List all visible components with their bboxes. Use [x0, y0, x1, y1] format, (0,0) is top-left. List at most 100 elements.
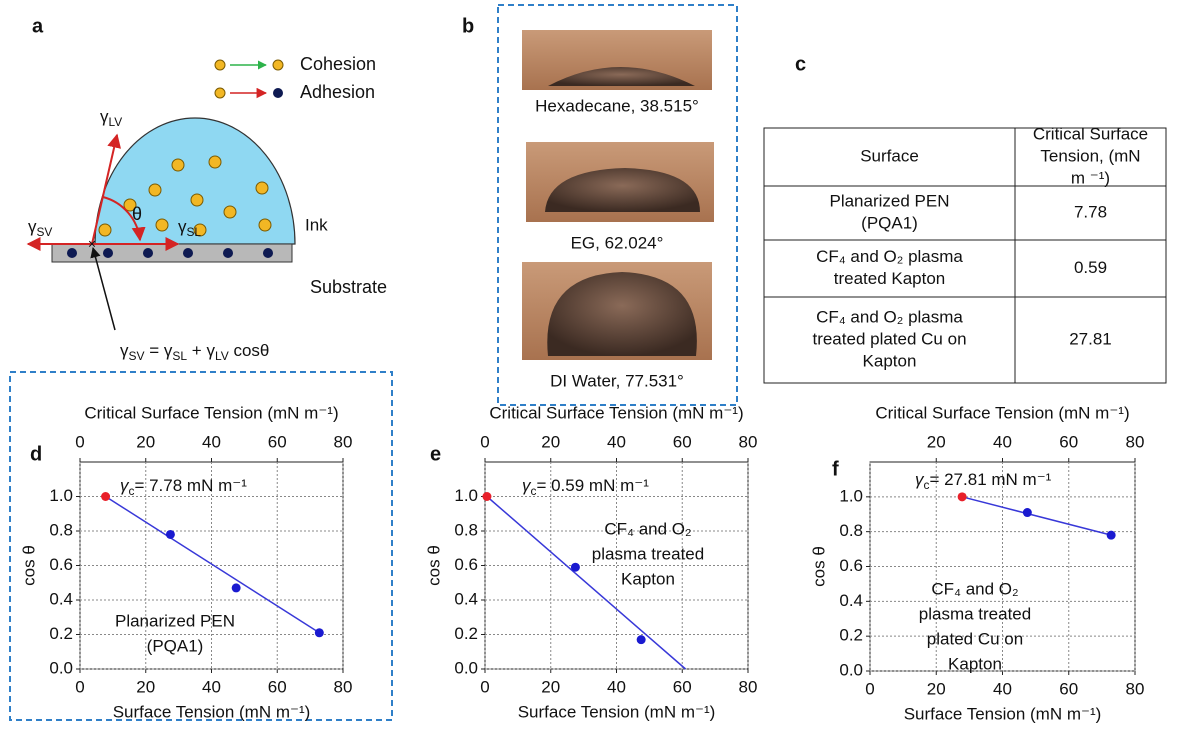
annotation-note: plasma treated [592, 544, 704, 563]
data-point [314, 628, 324, 638]
y-tick-label: 0.0 [49, 658, 73, 677]
y-tick-label: 0.2 [454, 624, 478, 643]
x-tick-label: 20 [541, 677, 560, 696]
x-tick-label: 40 [993, 679, 1012, 698]
y-axis-label: cos θ [424, 545, 443, 586]
x-tick-label: 40 [202, 677, 221, 696]
x2-axis-label: Critical Surface Tension (mN m⁻¹) [875, 403, 1129, 422]
table-cell: CF₄ and O₂ plasma [816, 247, 963, 266]
equation-part: = γ [145, 341, 173, 360]
panel-letter: d [30, 443, 42, 465]
x2-tick-label: 80 [1126, 432, 1145, 451]
x2-tick-label: 60 [1059, 432, 1078, 451]
data-point [231, 583, 241, 593]
y-tick-label: 0.8 [454, 520, 478, 539]
table-cell: 7.78 [1074, 202, 1107, 221]
x-axis-label: Surface Tension (mN m⁻¹) [113, 702, 311, 721]
panel-letter: e [430, 443, 441, 465]
x2-tick-label: 40 [202, 432, 221, 451]
fit-line [486, 495, 687, 670]
annotation-note: Kapton [621, 569, 675, 588]
table-cell: Tension, (mN [1040, 146, 1140, 165]
subscript: c [924, 478, 930, 492]
substrate-label: Substrate [310, 277, 387, 297]
annotation-text: = 27.81 mN m⁻¹ [929, 471, 1051, 490]
x2-tick-label: 40 [993, 432, 1012, 451]
table-cell: treated plated Cu on [812, 329, 966, 348]
subscript: SV [37, 225, 53, 239]
data-point [482, 492, 492, 501]
x-tick-label: 80 [334, 677, 353, 696]
table-frame [763, 127, 1167, 384]
x-tick-label: 20 [927, 679, 946, 698]
annotation-note: plasma treated [919, 604, 1031, 623]
x2-tick-label: 20 [927, 432, 946, 451]
x-tick-label: 60 [673, 677, 692, 696]
x2-tick-label: 0 [75, 432, 84, 451]
y-tick-label: 1.0 [839, 486, 863, 505]
symbol: γ [178, 217, 187, 236]
subscript: SL [187, 225, 202, 239]
y-tick-label: 0.4 [839, 591, 863, 610]
equation: γSV = γSL + γLV cosθ [120, 341, 269, 363]
subscript: c [129, 484, 135, 498]
theta-label: θ [132, 204, 142, 224]
y-tick-label: 0.2 [839, 626, 863, 645]
x2-tick-label: 80 [334, 432, 353, 451]
data-point [636, 635, 646, 645]
ink-label: Ink [305, 215, 328, 234]
subscript: SV [129, 349, 145, 363]
annotation-text: = 0.59 mN m⁻¹ [536, 477, 649, 496]
y-tick-label: 1.0 [49, 486, 73, 505]
symbol-label: γc= 27.81 mN m⁻¹ [915, 470, 1052, 492]
photo-caption: EG, 62.024° [571, 233, 664, 252]
x-tick-label: 0 [865, 679, 874, 698]
y-tick-label: 0.6 [454, 555, 478, 574]
annotation-note: plated Cu on [927, 629, 1023, 648]
panel-letter: f [832, 458, 839, 480]
x2-tick-label: 20 [541, 432, 560, 451]
y-axis-label: cos θ [809, 546, 828, 587]
y-tick-label: 0.6 [49, 555, 73, 574]
x-tick-label: 80 [739, 677, 758, 696]
data-point [1022, 508, 1032, 518]
data-point [165, 529, 175, 539]
droplet-photos [522, 30, 714, 360]
panel-letter: a [32, 15, 44, 37]
symbol-label: γSL [178, 217, 201, 239]
y-axis-label: cos θ [19, 545, 38, 586]
annotation-note: CF₄ and O₂ [604, 519, 691, 538]
symbol: γ [28, 217, 37, 236]
y-tick-label: 0.4 [454, 589, 478, 608]
legend-label: Cohesion [300, 54, 376, 74]
table-cell: Critical Surface [1033, 124, 1148, 143]
fit-line [105, 495, 320, 634]
annotation-note: CF₄ and O₂ [931, 579, 1018, 598]
annotation-note: Kapton [948, 654, 1002, 673]
y-tick-label: 0.8 [49, 520, 73, 539]
x-tick-label: 40 [607, 677, 626, 696]
data-point [1106, 530, 1116, 540]
annotation-text: = 7.78 mN m⁻¹ [134, 477, 247, 496]
x-tick-label: 0 [480, 677, 489, 696]
table-cell: Surface [860, 146, 919, 165]
table-cell: Kapton [863, 351, 917, 370]
table-cell: CF₄ and O₂ plasma [816, 307, 963, 326]
x-axis-label: Surface Tension (mN m⁻¹) [518, 702, 716, 721]
symbol: γ [100, 107, 109, 126]
symbol: γ [120, 476, 130, 495]
x-tick-label: 0 [75, 677, 84, 696]
y-tick-label: 0.6 [839, 556, 863, 575]
table-cell: Planarized PEN [829, 191, 949, 210]
highlight-box [9, 371, 393, 721]
y-tick-label: 0.0 [454, 658, 478, 677]
data-point [957, 492, 967, 502]
y-tick-label: 0.4 [49, 589, 73, 608]
symbol: γ [522, 476, 532, 495]
panel-letter: c [795, 53, 806, 75]
symbol-label: γSV [28, 217, 52, 239]
subscript: LV [109, 115, 123, 129]
table-cell: 0.59 [1074, 258, 1107, 277]
